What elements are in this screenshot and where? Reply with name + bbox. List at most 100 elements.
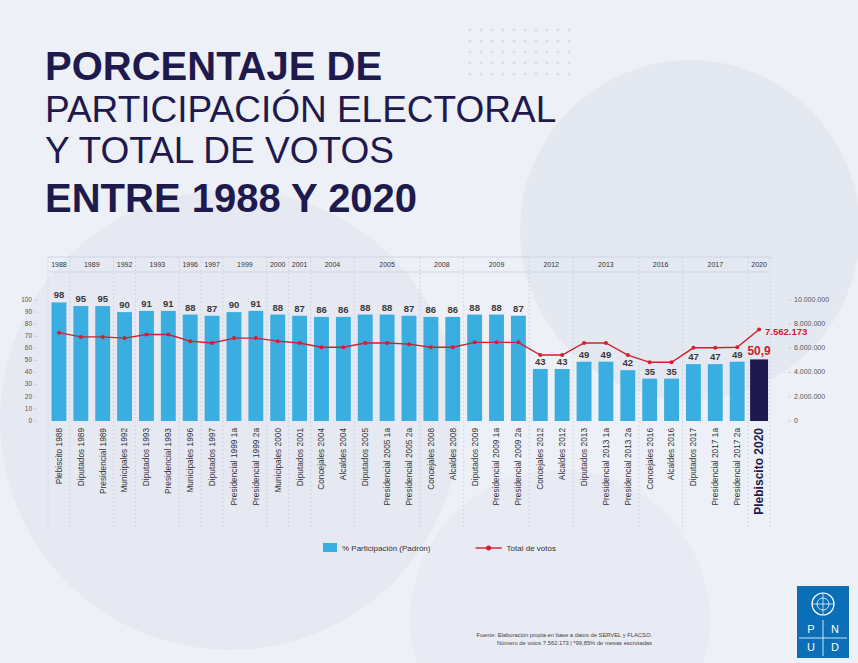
y2-tick-label: 6.000.000	[794, 344, 825, 351]
decor-dot	[512, 39, 515, 42]
y-tick	[34, 384, 37, 385]
year-label: 1988	[51, 261, 67, 268]
y-tick	[34, 348, 37, 349]
decor-dot	[567, 39, 570, 42]
logo-emblem	[823, 593, 824, 615]
bar	[489, 315, 504, 421]
line-marker	[473, 340, 477, 344]
x-tick-label: Presidencial 1989	[98, 428, 108, 494]
year-separator	[748, 257, 749, 530]
year-label: 2017	[708, 261, 724, 268]
bar	[270, 315, 285, 421]
year-separator	[48, 257, 49, 530]
x-tick-label: Presidencial 2009 1a	[491, 428, 501, 506]
bar	[511, 316, 526, 421]
x-axis: Plebiscito 1988Diputados 1989Presidencia…	[54, 428, 766, 515]
line-marker	[429, 345, 433, 349]
line-marker	[363, 341, 367, 345]
year-label: 1993	[150, 261, 166, 268]
y2-axis: 02.000.0004.000.0006.000.0008.000.00010.…	[788, 296, 829, 424]
decor-dot	[468, 39, 471, 42]
bar	[423, 317, 438, 421]
y-tick	[34, 408, 37, 409]
decor-dot	[545, 61, 548, 64]
year-groups: 1988198919921993199619971999200020012004…	[48, 257, 770, 530]
year-separator	[419, 257, 420, 530]
y-tick-label: 80	[25, 320, 33, 327]
bar	[380, 315, 395, 421]
bar	[445, 317, 460, 421]
decor-dot	[556, 61, 559, 64]
line-marker	[319, 345, 323, 349]
line-marker	[451, 345, 455, 349]
decor-dot	[545, 28, 548, 31]
bar	[730, 362, 745, 421]
legend-swatch	[323, 543, 337, 552]
bar-label: 87	[513, 303, 524, 314]
x-tick-label: Diputados 1997	[207, 428, 217, 487]
decor-circle	[0, 190, 460, 650]
bar	[555, 369, 570, 421]
marks	[52, 302, 769, 421]
legend-label: Total de votos	[507, 544, 556, 553]
y-tick-label: 10	[25, 405, 33, 412]
bar-label: 88	[491, 302, 502, 313]
x-tick-label: Concejales 2012	[535, 428, 545, 490]
bar-label: 47	[710, 351, 721, 362]
decor-dot	[501, 61, 504, 64]
x-tick-label: Plebiscito 2020	[752, 428, 766, 515]
x-tick-label: Municipales 1996	[185, 428, 195, 493]
bar	[248, 311, 263, 421]
year-separator	[179, 257, 180, 530]
bar-label: 90	[119, 299, 130, 310]
decor-dot	[501, 50, 504, 53]
x-tick-label: Diputados 2017	[688, 428, 698, 487]
x-tick-label: Concejales 2004	[316, 428, 326, 490]
line-marker	[166, 332, 170, 336]
chart-root: PORCENTAJE DEPARTICIPACIÓN ELECTORALY TO…	[0, 0, 858, 663]
bar	[314, 317, 329, 421]
decor-dot	[512, 50, 515, 53]
line-marker	[495, 340, 499, 344]
y-tick-label: 0	[28, 417, 32, 424]
bar	[183, 315, 198, 421]
bar-label: 43	[535, 356, 546, 367]
decor-dot	[468, 28, 471, 31]
bar-label: 49	[601, 349, 612, 360]
line-marker	[210, 341, 214, 345]
bar	[533, 369, 548, 421]
year-separator	[266, 257, 267, 530]
x-tick-label: Municipales 2000	[273, 428, 283, 493]
year-separator	[135, 257, 136, 530]
decor-dot	[534, 61, 537, 64]
decor-dot	[479, 39, 482, 42]
year-label: 2012	[543, 261, 559, 268]
bar-label: 90	[229, 299, 240, 310]
year-label: 1999	[237, 261, 253, 268]
x-tick-label: Alcaldes 2016	[666, 428, 676, 481]
bar	[358, 315, 373, 421]
bar-label: 88	[185, 302, 196, 313]
x-tick-label: Plebiscito 1988	[54, 428, 64, 485]
line-marker	[144, 332, 148, 336]
year-separator	[529, 257, 530, 530]
bar-label: 49	[579, 349, 590, 360]
line	[59, 330, 759, 363]
year-separator	[573, 257, 574, 530]
decor-dot	[501, 28, 504, 31]
bar	[642, 379, 657, 421]
line-marker	[691, 346, 695, 350]
line-marker	[276, 339, 280, 343]
y2-tick	[788, 421, 791, 422]
decor-dot	[567, 72, 570, 75]
line-marker	[298, 341, 302, 345]
year-separator	[288, 257, 289, 530]
decor-dot	[479, 72, 482, 75]
logo-divider	[799, 638, 847, 639]
year-label: 2020	[751, 261, 767, 268]
y-tick-label: 50	[25, 356, 33, 363]
line-marker	[757, 327, 761, 331]
bar	[205, 316, 220, 421]
y-tick-label: 20	[25, 393, 33, 400]
bar	[708, 364, 723, 421]
